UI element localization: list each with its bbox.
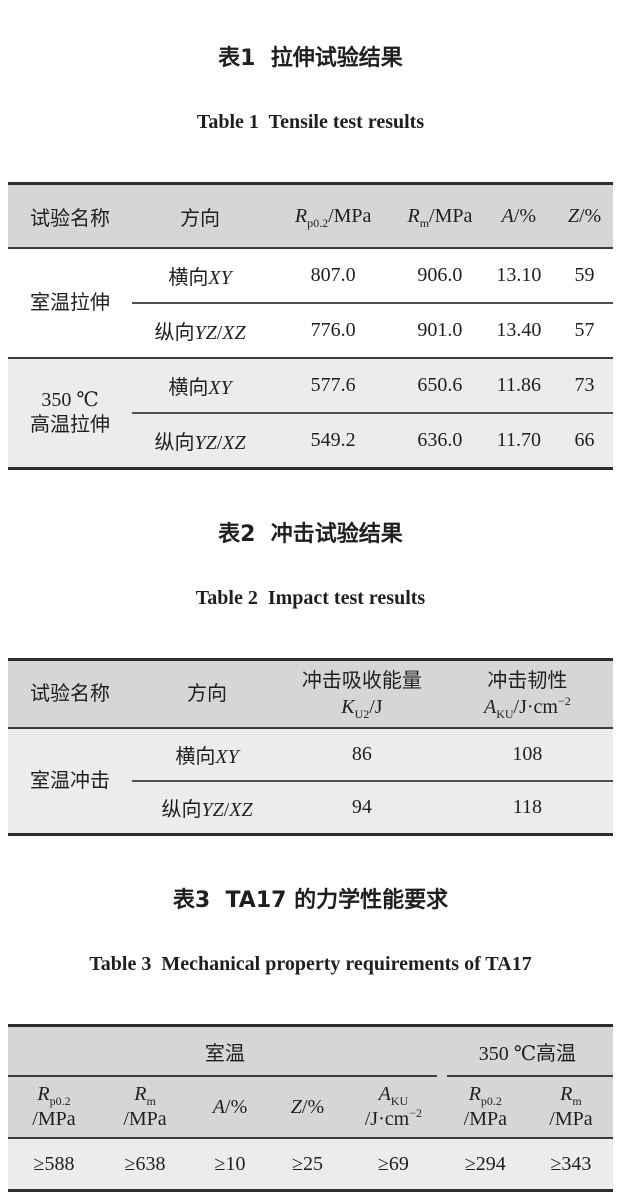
tensile-results-table: 试验名称 方向 Rp0.2/MPa Rm/MPa A/% Z/% 室温拉伸 横向… (8, 182, 613, 471)
table-row: 室温拉伸 横向XY 807.0 906.0 13.10 59 (8, 248, 613, 314)
value-cell: 807.0 (268, 248, 399, 305)
t3-h-rp02-high: Rp0.2/MPa (441, 1077, 529, 1140)
value-cell: ≥69 (344, 1138, 442, 1191)
value-cell: ≥638 (99, 1138, 191, 1191)
value-cell: 86 (282, 728, 442, 783)
t1-header-row: 试验名称 方向 Rp0.2/MPa Rm/MPa A/% Z/% (8, 183, 613, 250)
table-row: 纵向YZ/XZ 776.0 901.0 13.40 57 (8, 303, 613, 358)
t1-h-a: A/% (481, 183, 557, 250)
value-cell: 11.70 (481, 413, 557, 469)
t3-subheader-row: Rp0.2/MPa Rm/MPa A/% Z/% AKU/J·cm−2 Rp0.… (8, 1077, 613, 1140)
table1-caption: 表1 拉伸试验结果 Table 1 Tensile test results (8, 8, 613, 182)
table2-caption-zh: 表2 冲击试验结果 (218, 522, 403, 548)
t3-span-header-row: 室温 350 ℃高温 (8, 1025, 613, 1076)
table3-caption: 表3 TA17 的力学性能要求 Table 3 Mechanical prope… (8, 850, 613, 1024)
value-cell: 13.40 (496, 319, 542, 342)
value-cell: 577.6 (268, 357, 399, 415)
t1-h-rm: Rm/MPa (398, 183, 482, 250)
table2-caption: 表2 冲击试验结果 Table 2 Impact test results (8, 484, 613, 658)
value-cell: 118 (441, 781, 613, 835)
value-cell: 11.86 (481, 357, 557, 415)
value-cell: ≥343 (528, 1138, 613, 1191)
t1-h-test-name: 试验名称 (8, 183, 133, 250)
value-cell: 901.0 (417, 319, 463, 342)
value-cell: ≥25 (269, 1138, 345, 1191)
t2-header-row: 试验名称 方向 冲击吸收能量 KU2/J 冲击韧性 AKU/J·cm−2 (8, 659, 613, 730)
value-cell: 650.6 (398, 357, 482, 415)
value-cell: ≥10 (190, 1138, 270, 1191)
value-cell: 66 (556, 413, 613, 469)
t3-h-rp02-room: Rp0.2/MPa (8, 1077, 100, 1140)
value-cell: 94 (282, 781, 442, 835)
value-cell: ≥294 (441, 1138, 529, 1191)
value-cell: 108 (441, 728, 613, 783)
value-cell: ≥588 (8, 1138, 100, 1191)
t2-h-impact-toughness: 冲击韧性 AKU/J·cm−2 (441, 659, 613, 730)
impact-results-table: 试验名称 方向 冲击吸收能量 KU2/J 冲击韧性 AKU/J·cm−2 室温冲击 … (8, 658, 613, 837)
table-row: ≥588 ≥638 ≥10 ≥25 ≥69 ≥294 ≥343 (8, 1138, 613, 1191)
value-cell: 13.10 (481, 248, 557, 305)
direction-cell: 横向XY (132, 728, 283, 783)
table1-caption-zh: 表1 拉伸试验结果 (218, 46, 403, 71)
requirements-table: 室温 350 ℃高温 Rp0.2/MPa Rm/MPa A/% Z/% AKU /… (8, 1024, 613, 1192)
t3-h-rm-room: Rm/MPa (99, 1077, 191, 1140)
value-cell: 57 (574, 319, 595, 342)
value-cell: 549.2 (268, 413, 399, 469)
table-row: 350 ℃ 高温拉伸 横向XY 577.6 650.6 11.86 73 (8, 357, 613, 469)
table3-caption-en: Table 3 Mechanical property requirements… (89, 953, 532, 976)
direction-cell: 纵向YZ/XZ (154, 322, 246, 345)
table1-caption-en: Table 1 Tensile test results (196, 111, 425, 134)
direction-cell: 横向XY (132, 248, 269, 305)
t2-h-impact-energy: 冲击吸收能量 KU2/J (282, 659, 442, 730)
direction-cell: 纵向YZ/XZ (132, 413, 269, 469)
value-cell: 906.0 (398, 248, 482, 305)
t3-h-rm-high: Rm/MPa (528, 1077, 613, 1140)
value-cell: 776.0 (310, 319, 356, 342)
t1-group2-name: 350 ℃ 高温拉伸 (8, 357, 133, 469)
t3-h-aku: AKU/J·cm−2 (344, 1077, 442, 1140)
t2-group1-name: 室温冲击 (8, 728, 133, 835)
table3-caption-zh: 表3 TA17 的力学性能要求 (172, 888, 449, 914)
direction-cell: 纵向YZ/XZ (132, 781, 283, 835)
t1-h-z: Z/% (556, 183, 613, 250)
direction-cell: 横向XY (132, 357, 269, 415)
table-row: 纵向YZ/XZ 549.2 636.0 11.70 66 (8, 413, 613, 469)
table2-caption-en: Table 2 Impact test results (195, 587, 426, 610)
table-row: 纵向YZ/XZ 94 118 (8, 781, 613, 835)
t1-h-rp02: Rp0.2/MPa (268, 183, 399, 250)
t1-h-direction: 方向 (132, 183, 269, 250)
table-row: 室温冲击 横向XY 86 108 (8, 728, 613, 835)
value-cell: 636.0 (398, 413, 482, 469)
t2-h-test-name: 试验名称 (8, 659, 133, 730)
t3-h-z: Z/% (269, 1077, 345, 1140)
t2-h-direction: 方向 (132, 659, 283, 730)
t1-group1-name: 室温拉伸 (30, 291, 110, 314)
value-cell: 73 (556, 357, 613, 415)
t3-h-room-temp: 室温 (8, 1025, 442, 1076)
t3-h-a: A/% (190, 1077, 270, 1140)
t3-h-high-temp: 350 ℃高温 (441, 1025, 613, 1076)
value-cell: 59 (556, 248, 613, 305)
